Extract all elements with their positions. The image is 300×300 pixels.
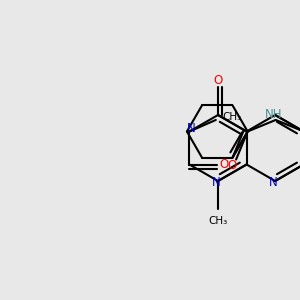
Text: NH: NH [265,108,282,122]
Text: CH₃: CH₃ [208,216,228,226]
Text: O: O [227,159,237,172]
Text: N: N [212,176,220,190]
Text: O: O [220,158,229,171]
Text: N: N [187,122,196,135]
Text: O: O [213,74,223,87]
Text: CH₃: CH₃ [223,112,242,122]
Text: N: N [269,176,278,190]
